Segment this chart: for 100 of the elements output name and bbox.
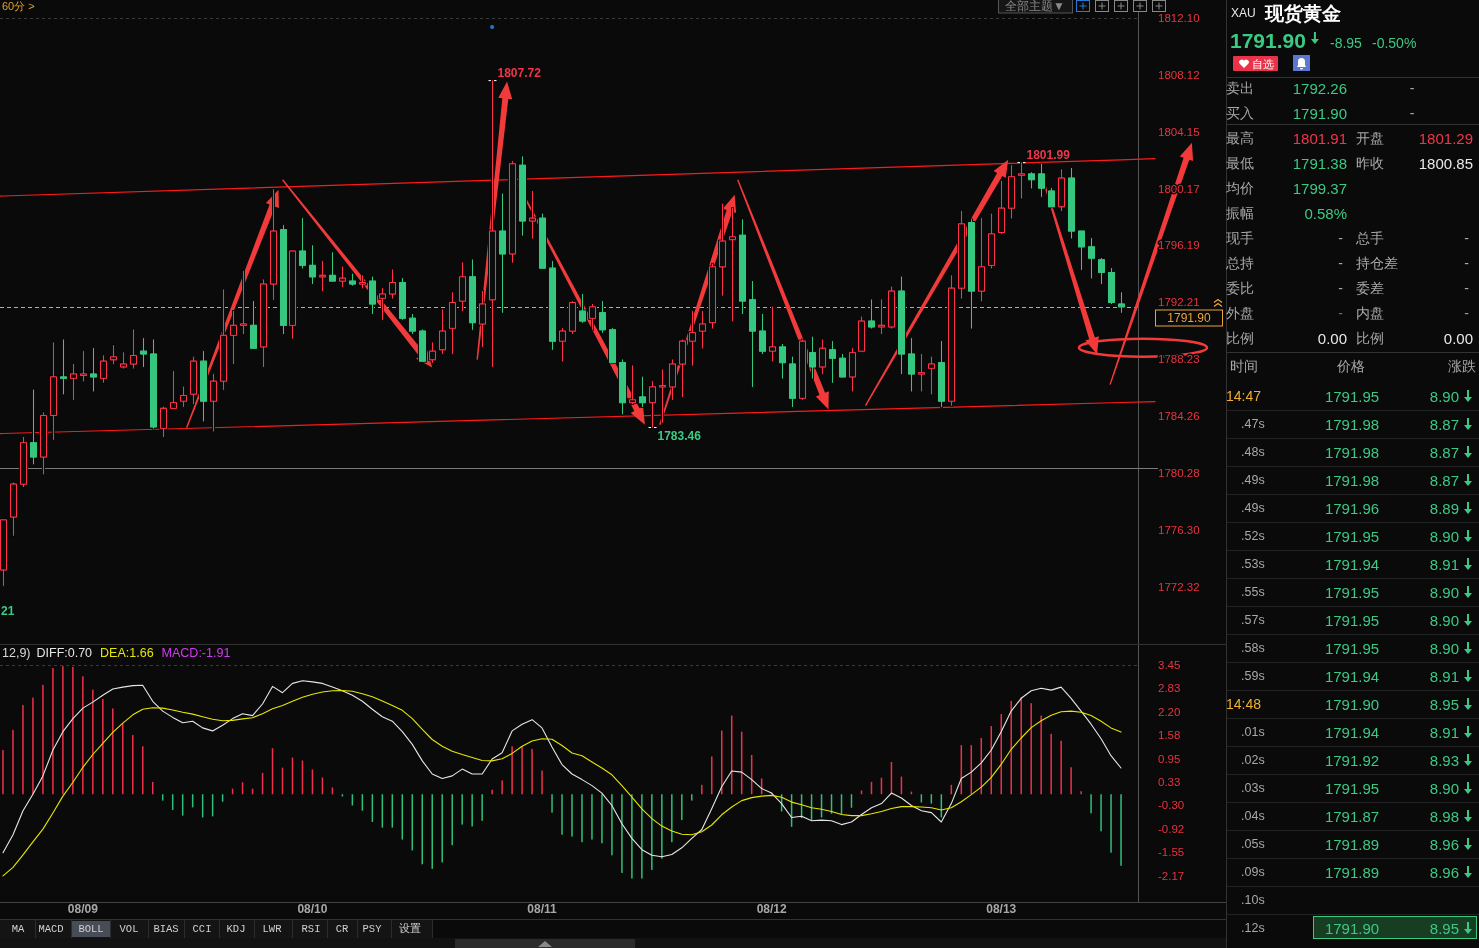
text: 时间	[1230, 358, 1258, 374]
text: 买入	[1226, 105, 1254, 121]
text: 8.90	[1429, 779, 1459, 797]
text: .49s	[1241, 501, 1265, 515]
text: 外盘	[1226, 305, 1254, 321]
text: XAU	[1231, 6, 1256, 20]
text: BIAS	[153, 923, 179, 935]
legend-label: 1791.90	[1167, 311, 1212, 325]
text: 1791.38	[1292, 154, 1347, 172]
text: 8.91	[1429, 723, 1459, 741]
annotation: 21	[1, 604, 15, 618]
text: .01s	[1241, 725, 1265, 739]
text: 8.93	[1429, 751, 1459, 769]
text: -8.95	[1330, 35, 1363, 51]
text: .03s	[1241, 781, 1265, 795]
text: 价格	[1336, 358, 1365, 374]
text: -	[1464, 230, 1470, 246]
text: 0.00	[1443, 329, 1473, 347]
text: 设置	[399, 923, 421, 935]
x-tick-label: 08/13	[986, 902, 1017, 916]
text: CCI	[192, 923, 212, 935]
text: 委差	[1356, 280, 1384, 296]
text: 1791.90	[1230, 28, 1306, 52]
y-tick-label: 1788.23	[1158, 353, 1200, 366]
text: 1791.95	[1324, 611, 1380, 629]
text: 1791.95	[1324, 779, 1380, 797]
x-tick-label: 08/10	[297, 902, 328, 916]
text: PSY	[362, 923, 383, 935]
text: -	[1409, 105, 1415, 121]
text: .04s	[1241, 809, 1265, 823]
x-tick-label: 08/12	[756, 902, 787, 916]
text: -	[1464, 280, 1470, 296]
text: 8.91	[1429, 555, 1459, 573]
y-tick-label: 0.33	[1158, 775, 1181, 788]
text: -	[1464, 305, 1470, 321]
text: 委比	[1226, 280, 1254, 296]
text: 1801.91	[1292, 129, 1347, 147]
text: -	[1338, 230, 1344, 246]
text: -	[1409, 80, 1415, 96]
text: 1791.89	[1324, 863, 1380, 881]
text: 8.90	[1429, 387, 1459, 405]
legend: DIFF:0.70 DEA:1.66	[36, 646, 154, 660]
text: 1791.95	[1324, 527, 1380, 545]
text: 最低	[1226, 155, 1254, 171]
text: .02s	[1241, 753, 1265, 767]
text: 14:47	[1226, 388, 1262, 404]
y-tick-label: -2.17	[1158, 869, 1185, 882]
text: .05s	[1241, 837, 1265, 851]
text: BOLL	[78, 923, 104, 935]
text: 8.90	[1429, 527, 1459, 545]
text: 1801.29	[1418, 129, 1473, 147]
text: 振幅	[1226, 205, 1254, 221]
text: 比例	[1226, 330, 1254, 346]
text: 1791.92	[1324, 751, 1380, 769]
text: 8.90	[1429, 611, 1459, 629]
text: -	[1338, 305, 1344, 321]
text: 总持	[1225, 255, 1254, 271]
text: -0.50%	[1372, 35, 1417, 51]
text: 8.90	[1429, 639, 1459, 657]
text: .12s	[1241, 921, 1265, 935]
text: 开盘	[1356, 130, 1384, 146]
y-tick-label: 2.83	[1158, 682, 1181, 695]
text: .10s	[1241, 893, 1265, 907]
text: -	[1338, 280, 1344, 296]
text: 1791.96	[1324, 499, 1380, 517]
text: .48s	[1241, 445, 1265, 459]
y-tick-label: -1.55	[1158, 846, 1185, 859]
text: 1800.85	[1418, 154, 1473, 172]
text: 1792.26	[1292, 79, 1347, 97]
text: 60分 >	[2, 0, 35, 12]
y-tick-label: 1796.19	[1158, 239, 1200, 252]
text: VOL	[119, 923, 139, 935]
text: LWR	[262, 923, 283, 935]
text: 8.95	[1429, 919, 1459, 937]
text: 1791.94	[1324, 667, 1380, 685]
text: 0.00	[1317, 329, 1347, 347]
ref-line: 1791.90	[0, 307, 1223, 327]
y-tick-label: 1792.21	[1158, 296, 1200, 309]
y-tick-label: 1804.15	[1158, 125, 1200, 138]
text: 1791.95	[1324, 583, 1380, 601]
y-tick-label: 1808.12	[1158, 68, 1200, 81]
text: 自选	[1252, 57, 1274, 70]
text: .47s	[1241, 417, 1265, 431]
text: .49s	[1241, 473, 1265, 487]
text: 1791.89	[1324, 835, 1380, 853]
text: MA	[11, 923, 25, 935]
text: 持仓差	[1356, 255, 1398, 271]
text: .57s	[1241, 613, 1265, 627]
text: 1791.94	[1324, 723, 1380, 741]
text: 1791.87	[1324, 807, 1380, 825]
text: 1791.90	[1292, 104, 1347, 122]
y-tick-label: 1812.10	[1158, 12, 1200, 24]
text: .58s	[1241, 641, 1265, 655]
annotation: 1783.46	[657, 428, 702, 443]
text: 8.87	[1429, 471, 1459, 489]
text: 0.58%	[1304, 204, 1347, 222]
text: 比例	[1356, 330, 1384, 346]
text: 1791.98	[1324, 415, 1380, 433]
text: CR	[335, 923, 349, 935]
text: 8.96	[1429, 835, 1459, 853]
